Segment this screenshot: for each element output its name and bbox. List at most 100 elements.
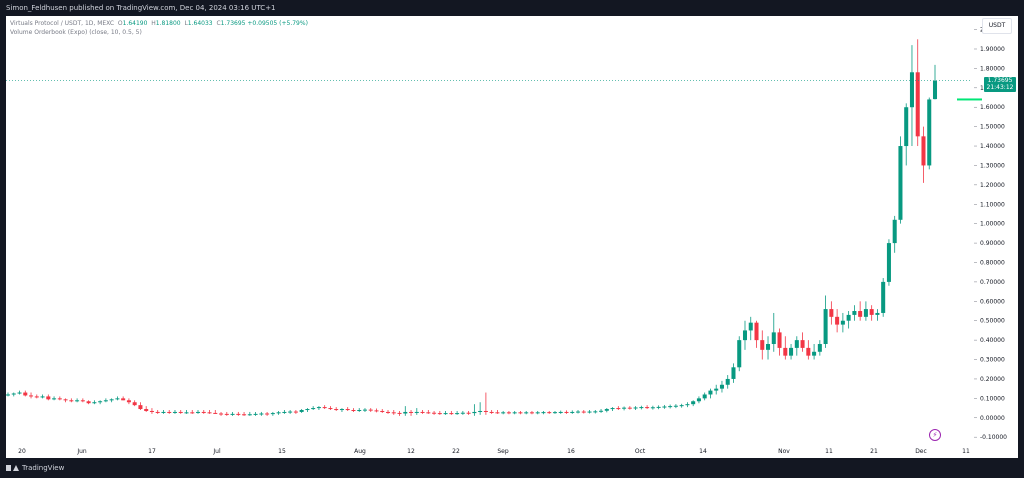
candle-body <box>610 408 615 410</box>
candle-body <box>921 136 926 166</box>
candle-body <box>132 402 137 406</box>
candle-body <box>604 409 609 411</box>
candle-body <box>835 316 840 325</box>
candle-body <box>708 390 713 395</box>
candle-body <box>483 410 488 412</box>
candle-body <box>46 396 51 400</box>
y-tick-label: 1.40000 <box>980 143 1005 150</box>
candle-body <box>391 412 396 414</box>
candle-body <box>293 411 298 413</box>
y-tick-label: 1.30000 <box>980 162 1005 169</box>
candle-body <box>195 411 201 413</box>
tradingview-logo[interactable]: TradingView <box>6 464 64 472</box>
x-tick-label: 15 <box>278 448 286 455</box>
x-tick-label: Jun <box>76 448 87 455</box>
published-text: Simon_Feldhusen published on TradingView… <box>6 4 276 12</box>
candle-body <box>339 409 344 411</box>
candle-body <box>455 413 460 415</box>
candle-body <box>57 398 62 400</box>
candle-body <box>518 412 523 414</box>
candle-body <box>155 411 160 413</box>
candle-body <box>397 412 402 414</box>
tradingview-logo-icon <box>6 464 20 472</box>
candle-body <box>103 400 108 402</box>
high-value: 1.81800 <box>155 20 181 27</box>
candle-body <box>696 398 701 402</box>
candle-body <box>409 411 414 413</box>
candle-body <box>322 407 327 409</box>
x-tick-label: Aug <box>354 448 366 455</box>
candle-body <box>904 107 909 147</box>
candle-body <box>875 312 880 315</box>
candle-body <box>351 410 356 412</box>
candle-body <box>466 412 471 414</box>
chart-svg[interactable]: 2.000001.900001.800001.700001.600001.500… <box>6 16 1018 458</box>
candle-body <box>184 412 189 414</box>
x-tick-label: 20 <box>18 448 26 455</box>
candle-body <box>144 409 149 411</box>
candle-body <box>288 411 293 413</box>
candle-body <box>645 407 650 409</box>
candle-body <box>863 309 868 317</box>
open-value: 1.64190 <box>122 20 148 27</box>
candle-body <box>167 411 172 413</box>
candle-body <box>138 405 143 410</box>
candle-body <box>817 344 822 352</box>
candle-body <box>98 401 103 403</box>
candle-body <box>478 410 483 412</box>
candle-body <box>149 410 154 412</box>
candle-body <box>305 409 310 411</box>
price-tag: 1.73695 21:43:12 <box>984 76 1016 92</box>
candle-body <box>432 412 437 414</box>
candle-body <box>299 410 304 412</box>
candle-body <box>754 322 759 341</box>
candle-body <box>846 314 851 321</box>
price-tag-countdown: 21:43:12 <box>986 83 1014 91</box>
candle-body <box>236 413 241 415</box>
x-tick-label: Nov <box>778 448 790 455</box>
flash-icon[interactable]: ⚡ <box>929 429 941 441</box>
y-tick-label: 1.90000 <box>980 46 1005 53</box>
candle-body <box>691 401 696 405</box>
candle-body <box>201 411 206 413</box>
candle-body <box>858 311 863 317</box>
candle-body <box>886 243 891 282</box>
candle-body <box>714 388 719 391</box>
candle-body <box>34 396 39 398</box>
candle-body <box>178 411 183 413</box>
candle-body <box>115 398 120 400</box>
chart-area[interactable]: 2.000001.900001.800001.700001.600001.500… <box>6 16 1018 458</box>
candle-body <box>230 413 235 415</box>
candle-body <box>357 410 362 412</box>
currency-button[interactable]: USDT <box>982 18 1012 34</box>
header-bar: Simon_Feldhusen published on TradingView… <box>0 0 1024 16</box>
candle-body <box>524 412 529 414</box>
price-tag-value: 1.73695 <box>987 76 1013 84</box>
candle-body <box>581 411 586 413</box>
candle-body <box>800 340 805 348</box>
candle-body <box>368 409 373 411</box>
candle-body <box>75 400 80 402</box>
candle-body <box>224 413 229 415</box>
candle-body <box>69 400 74 402</box>
indicator-legend[interactable]: Volume Orderbook (Expo) (close, 10, 0.5,… <box>10 29 142 36</box>
candle-body <box>576 411 581 413</box>
candle-body <box>558 411 563 413</box>
candle-body <box>932 80 938 100</box>
candle-body <box>616 408 621 410</box>
y-tick-label: 1.50000 <box>980 124 1005 131</box>
candle-body <box>437 413 442 415</box>
candle-body <box>541 412 546 414</box>
candle-body <box>6 394 11 396</box>
y-tick-label: 0.30000 <box>980 357 1005 364</box>
candle-body <box>829 309 834 317</box>
candle-body <box>17 392 22 394</box>
candle-body <box>742 330 748 341</box>
candle-body <box>472 411 477 414</box>
candle-body <box>760 340 765 350</box>
candle-body <box>650 407 655 409</box>
candle-body <box>771 332 776 345</box>
candle-body <box>40 396 45 398</box>
candle-body <box>270 413 275 415</box>
candle-body <box>599 410 604 412</box>
